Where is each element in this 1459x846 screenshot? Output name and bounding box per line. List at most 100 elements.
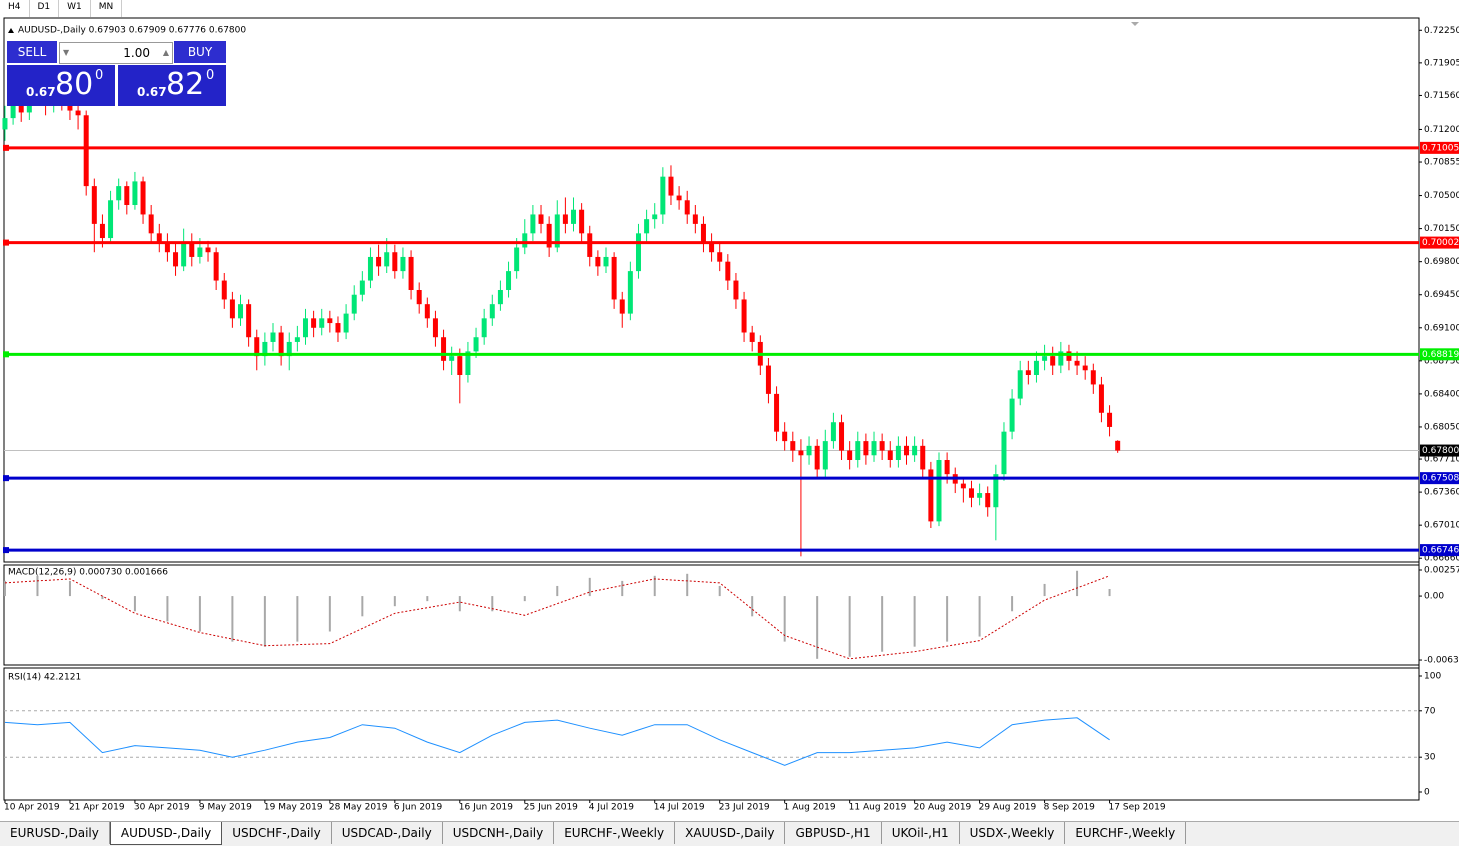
candle-body bbox=[960, 483, 966, 489]
current-price-box bbox=[1420, 444, 1459, 457]
buy-sup: 0 bbox=[206, 68, 215, 83]
y-tick-label: 0.68050 bbox=[1424, 422, 1459, 432]
candle-body bbox=[148, 214, 154, 234]
candle-body bbox=[538, 214, 544, 224]
title-icon bbox=[8, 28, 14, 33]
candle-body bbox=[635, 233, 641, 272]
candle-body bbox=[424, 304, 430, 319]
candle-body bbox=[246, 304, 252, 338]
candle-body bbox=[384, 252, 390, 267]
lot-input[interactable]: ▼ 1.00 ▲ bbox=[59, 42, 173, 64]
symbol-tab[interactable]: USDX-,Weekly bbox=[960, 822, 1066, 844]
level-handle bbox=[3, 239, 9, 246]
candle-body bbox=[140, 181, 146, 215]
timeframe-tab[interactable]: W1 bbox=[59, 0, 91, 17]
y-tick-label: 0.70855 bbox=[1424, 158, 1459, 168]
x-tick-label: 28 May 2019 bbox=[329, 803, 388, 813]
y-tick-label: 0.71560 bbox=[1424, 91, 1459, 101]
candle-body bbox=[2, 118, 8, 130]
up-arrow[interactable]: ▲ bbox=[162, 48, 169, 57]
candle-body bbox=[441, 337, 447, 361]
x-tick-label: 14 Jul 2019 bbox=[654, 803, 705, 813]
y-tick-label: 0.71200 bbox=[1424, 125, 1459, 135]
candle-body bbox=[400, 256, 406, 272]
candle-body bbox=[904, 445, 910, 456]
x-tick-label: 6 Jun 2019 bbox=[394, 803, 443, 813]
y-tick-label: 0.69450 bbox=[1424, 290, 1459, 300]
candle-body bbox=[197, 247, 203, 257]
panel-frame bbox=[3, 667, 1420, 801]
rsi-title: RSI(14) 42.2121 bbox=[8, 673, 81, 683]
symbol-tab[interactable]: EURCHF-,Weekly bbox=[554, 822, 676, 844]
down-arrow[interactable]: ▼ bbox=[63, 48, 70, 57]
candle-body bbox=[879, 441, 885, 451]
candle-body bbox=[985, 493, 991, 508]
symbol-tab[interactable]: UKOil-,H1 bbox=[882, 822, 960, 844]
candle-body bbox=[895, 445, 901, 460]
candle-body bbox=[1107, 412, 1113, 427]
symbol-tab[interactable]: EURUSD-,Daily bbox=[0, 822, 110, 844]
candle-body bbox=[116, 186, 122, 201]
level-label-box bbox=[1420, 141, 1459, 154]
symbol-tab[interactable]: USDCNH-,Daily bbox=[443, 822, 555, 844]
y-tick-label: 0.00 bbox=[1424, 592, 1444, 602]
x-tick-label: 20 Aug 2019 bbox=[914, 803, 972, 813]
candle-body bbox=[725, 261, 731, 281]
y-tick-label: 0.70150 bbox=[1424, 224, 1459, 234]
candle-body bbox=[18, 101, 24, 113]
candle-body bbox=[1066, 351, 1072, 361]
symbol-tab[interactable]: USDCHF-,Daily bbox=[222, 822, 332, 844]
candle-body bbox=[1050, 356, 1056, 366]
symbol-tab[interactable]: EURCHF-,Weekly bbox=[1065, 822, 1187, 844]
x-tick-label: 25 Jun 2019 bbox=[524, 803, 578, 813]
timeframe-bar: H4 D1 W1 MN bbox=[0, 0, 123, 17]
candle-body bbox=[692, 214, 698, 224]
candle-body bbox=[294, 337, 300, 342]
candle-body bbox=[782, 431, 788, 442]
sell-prefix: 0.67 bbox=[26, 85, 56, 99]
candle-body bbox=[238, 304, 244, 319]
trade-panel: SELL ▼ 1.00 ▲ BUY 0.67 80 0 0.67 82 0 bbox=[7, 41, 226, 106]
candle-body bbox=[262, 341, 268, 357]
candle-body bbox=[530, 214, 536, 234]
symbol-tab[interactable]: GBPUSD-,H1 bbox=[785, 822, 882, 844]
candle-body bbox=[481, 318, 487, 338]
candle-body bbox=[928, 469, 934, 522]
lot-value: 1.00 bbox=[123, 46, 150, 60]
candle-body bbox=[229, 299, 235, 319]
y-tick-label: 0.69100 bbox=[1424, 323, 1459, 333]
sell-price[interactable]: 0.67 80 0 bbox=[7, 65, 115, 106]
symbol-tab[interactable]: AUDUSD-,Daily bbox=[109, 822, 223, 845]
candle-body bbox=[733, 280, 739, 300]
candle-body bbox=[684, 200, 690, 215]
candle-body bbox=[652, 214, 658, 220]
candle-body bbox=[700, 223, 706, 243]
level-label: 0.70002 bbox=[1422, 238, 1459, 248]
candle-body bbox=[717, 252, 723, 262]
sell-button[interactable]: SELL bbox=[7, 41, 57, 63]
symbol-tab[interactable]: XAUUSD-,Daily bbox=[675, 822, 786, 844]
timeframe-tab[interactable]: MN bbox=[91, 0, 123, 17]
candle-body bbox=[83, 115, 89, 187]
candle-body bbox=[822, 441, 828, 470]
candle-body bbox=[1017, 370, 1023, 399]
x-tick-label: 8 Sep 2019 bbox=[1044, 803, 1096, 813]
sell-big: 80 bbox=[55, 67, 94, 102]
candle-body bbox=[660, 176, 666, 215]
symbol-tab[interactable]: USDCAD-,Daily bbox=[332, 822, 443, 844]
buy-button[interactable]: BUY bbox=[174, 41, 226, 63]
timeframe-tab[interactable]: D1 bbox=[30, 0, 60, 17]
candle-body bbox=[579, 209, 585, 234]
candle-body bbox=[1025, 370, 1031, 375]
buy-price[interactable]: 0.67 82 0 bbox=[118, 65, 226, 106]
y-tick-label: -0.00632 bbox=[1424, 656, 1459, 666]
candle-body bbox=[489, 304, 495, 319]
candle-body bbox=[181, 242, 187, 267]
candle-body bbox=[1033, 360, 1039, 375]
candle-body bbox=[1098, 384, 1104, 413]
macd-signal bbox=[4, 575, 1110, 660]
candle-body bbox=[286, 341, 292, 357]
y-tick-label: 100 bbox=[1424, 672, 1441, 682]
candle-body bbox=[392, 252, 398, 272]
timeframe-tab[interactable]: H4 bbox=[0, 0, 30, 17]
